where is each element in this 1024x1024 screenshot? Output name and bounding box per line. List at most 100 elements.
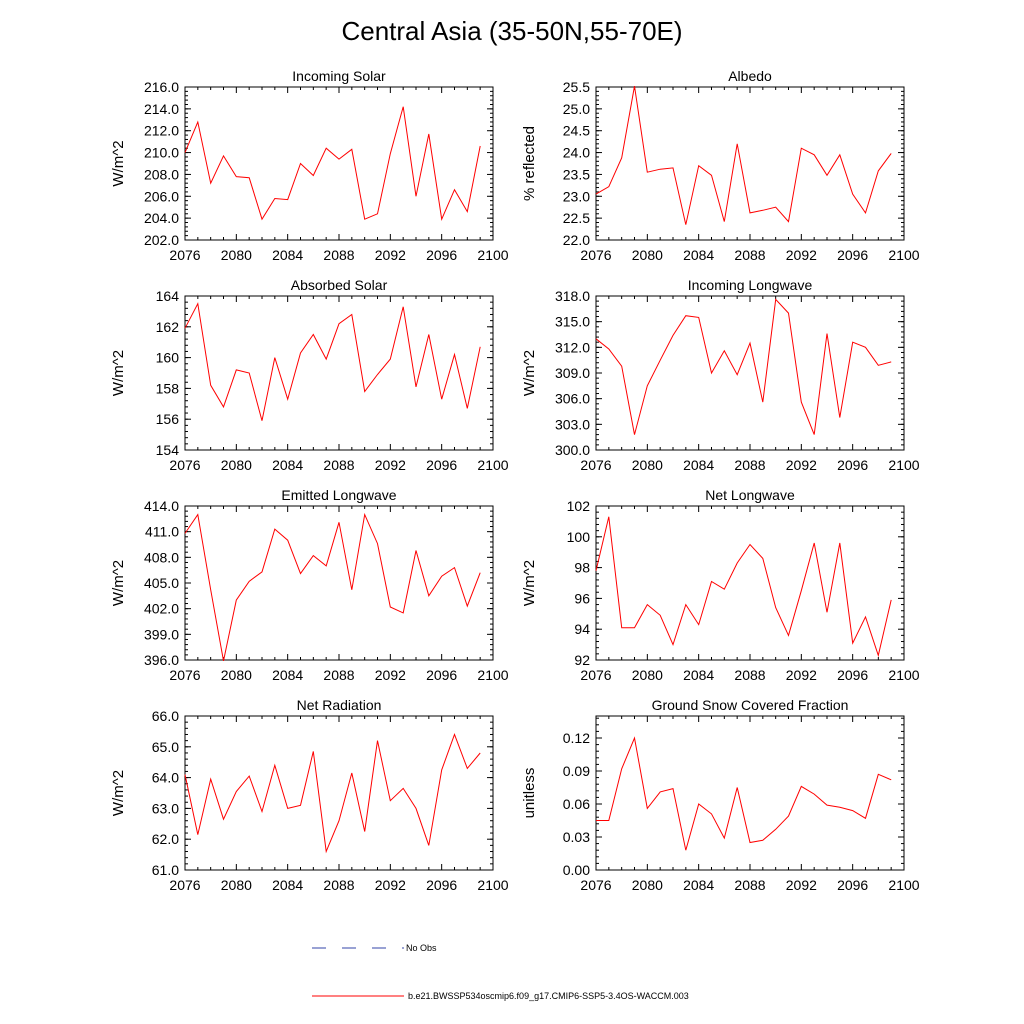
x-tick-label: 2096 (426, 667, 457, 683)
panel-net-radiation: Net Radiation W/m^2 2076 2080 2084 2088 2092 20… (110, 697, 509, 893)
y-tick-label: 94 (574, 621, 590, 637)
panel-incoming-solar: Incoming Solar W/m^2 2076 2080 2084 2088 2092 2… (110, 68, 509, 263)
x-tick-label: 2076 (580, 457, 611, 473)
panels: Incoming Solar W/m^2 2076 2080 2084 2088 2092 2… (110, 68, 920, 893)
y-tick-label: 303.0 (555, 416, 590, 432)
y-tick-label: 65.0 (152, 739, 179, 755)
x-tick-label: 2080 (221, 247, 252, 263)
x-tick-label: 2092 (786, 667, 817, 683)
y-tick-label: 402.0 (144, 601, 179, 617)
y-tick-label: 208.0 (144, 166, 179, 182)
y-tick-label: 92 (574, 652, 590, 668)
panel-title-absorbed-solar: Absorbed Solar (291, 277, 388, 293)
x-tick-label: 2076 (169, 457, 200, 473)
x-tick-label: 2084 (272, 877, 303, 893)
legend-entry-no-obs: No Obs (312, 943, 437, 953)
y-tick-label: 204.0 (144, 210, 179, 226)
x-tick-label: 2084 (683, 877, 714, 893)
y-tick-label: 0.00 (563, 862, 590, 878)
x-tick-label: 2100 (477, 667, 508, 683)
y-tick-label: 164 (156, 288, 180, 304)
y-tick-label: 0.06 (563, 796, 590, 812)
series-line-incoming-solar (184, 106, 481, 221)
series-line-ground-snow-covered-fraction (596, 736, 892, 851)
x-tick-label: 2096 (837, 667, 868, 683)
x-tick-label: 2100 (888, 457, 919, 473)
x-tick-label: 2092 (786, 877, 817, 893)
y-tick-label: 162 (156, 319, 180, 335)
x-tick-label: 2092 (375, 667, 406, 683)
x-tick-label: 2076 (169, 247, 200, 263)
y-tick-label: 64.0 (152, 770, 179, 786)
x-tick-label: 2076 (169, 877, 200, 893)
x-tick-label: 2080 (632, 247, 663, 263)
y-tick-label: 158 (156, 380, 180, 396)
y-tick-label: 160 (156, 350, 180, 366)
plot-frame (595, 86, 905, 241)
y-tick-label: 62.0 (152, 831, 179, 847)
y-tick-label: 312.0 (555, 339, 590, 355)
x-tick-label: 2088 (734, 667, 765, 683)
x-tick-label: 2084 (272, 247, 303, 263)
y-tick-label: 23.0 (563, 188, 590, 204)
panel-title-incoming-longwave: Incoming Longwave (688, 277, 813, 293)
x-tick-label: 2096 (426, 877, 457, 893)
panel-incoming-longwave: Incoming Longwave W/m^2 2076 2080 2084 2088 20… (521, 277, 920, 473)
y-tick-label: 309.0 (555, 365, 590, 381)
x-tick-label: 2076 (580, 247, 611, 263)
series-line-albedo (595, 86, 892, 225)
x-tick-label: 2096 (837, 457, 868, 473)
y-axis-label: % reflected (521, 126, 538, 201)
y-tick-label: 399.0 (144, 626, 179, 642)
y-axis-label: W/m^2 (110, 140, 127, 186)
panel-net-longwave: Net Longwave W/m^2 2076 2080 2084 2088 2092 209… (521, 487, 920, 683)
panel-title-emitted-longwave: Emitted Longwave (281, 487, 396, 503)
y-axis-label: W/m^2 (521, 350, 538, 396)
x-tick-label: 2076 (580, 877, 611, 893)
x-tick-label: 2080 (221, 877, 252, 893)
y-tick-label: 414.0 (144, 498, 179, 514)
y-tick-label: 408.0 (144, 549, 179, 565)
main-title: Central Asia (35-50N,55-70E) (341, 16, 682, 46)
x-tick-label: 2096 (837, 247, 868, 263)
x-tick-label: 2088 (734, 457, 765, 473)
series-line-absorbed-solar (184, 302, 481, 421)
series-line-emitted-longwave (184, 512, 481, 662)
x-tick-label: 2100 (888, 877, 919, 893)
x-tick-label: 2100 (477, 877, 508, 893)
y-tick-label: 396.0 (144, 652, 179, 668)
x-tick-label: 2088 (323, 877, 354, 893)
x-tick-label: 2084 (683, 457, 714, 473)
y-axis-label: W/m^2 (110, 770, 127, 816)
x-tick-label: 2080 (632, 457, 663, 473)
x-tick-label: 2088 (734, 877, 765, 893)
plot-frame (184, 505, 494, 661)
panel-title-albedo: Albedo (728, 68, 772, 84)
x-tick-label: 2100 (888, 667, 919, 683)
y-tick-label: 24.0 (563, 145, 590, 161)
plot-frame (184, 715, 494, 871)
x-tick-label: 2084 (683, 667, 714, 683)
y-axis-label: unitless (521, 768, 538, 819)
x-tick-label: 2084 (272, 457, 303, 473)
panel-ground-snow-covered-fraction: Ground Snow Covered Fraction unitless 2076… (521, 697, 920, 893)
y-tick-label: 66.0 (152, 708, 179, 724)
y-tick-label: 154 (156, 442, 180, 458)
y-tick-label: 300.0 (555, 442, 590, 458)
y-tick-label: 23.5 (563, 166, 590, 182)
legend-label-model: b.e21.BWSSP534oscmip6.f09_g17.CMIP6-SSP5… (408, 991, 689, 1001)
x-tick-label: 2100 (477, 457, 508, 473)
plot-frame (184, 86, 494, 241)
y-tick-label: 206.0 (144, 188, 179, 204)
x-tick-label: 2100 (477, 247, 508, 263)
y-tick-label: 98 (574, 560, 590, 576)
y-axis-label: W/m^2 (110, 560, 127, 606)
y-tick-label: 315.0 (555, 314, 590, 330)
x-tick-label: 2088 (323, 247, 354, 263)
plot-frame (595, 295, 905, 451)
y-tick-label: 61.0 (152, 862, 179, 878)
x-tick-label: 2076 (580, 667, 611, 683)
x-tick-label: 2092 (786, 247, 817, 263)
legend-label-no-obs: No Obs (406, 943, 437, 953)
